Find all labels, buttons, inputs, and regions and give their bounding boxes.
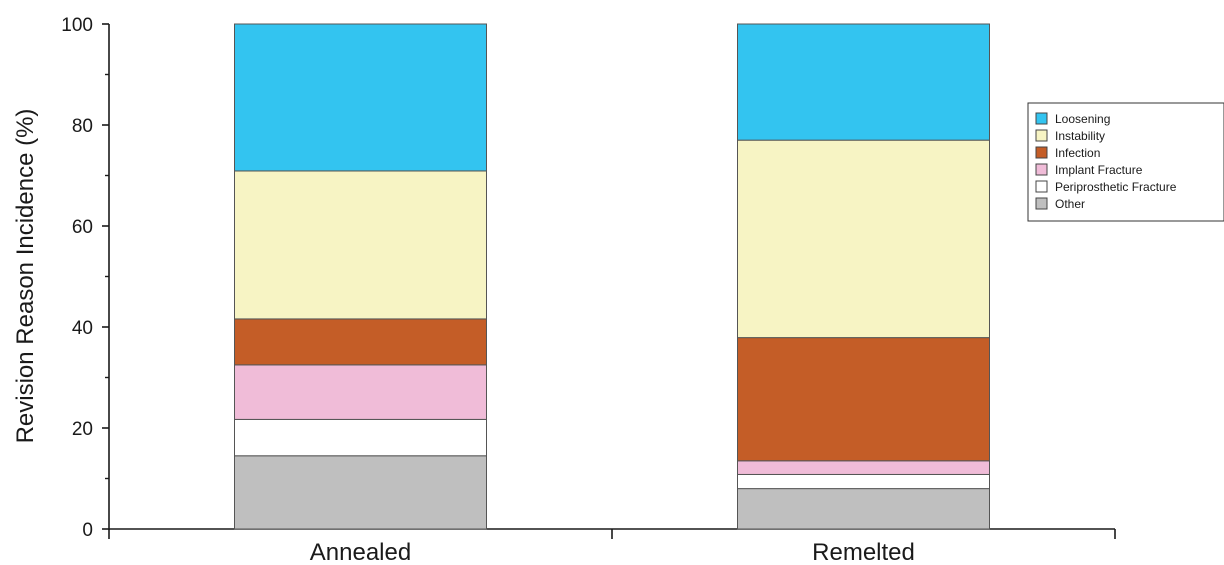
x-category-label: Remelted [812,539,915,565]
legend-swatch [1035,163,1048,176]
y-tick-label: 40 [72,318,93,339]
bar-segment [234,418,487,457]
y-axis-title: Revision Reason Incidence (%) [12,109,39,444]
bar-segment [234,170,487,320]
legend-label: Infection [1055,146,1100,160]
legend-label: Instability [1055,129,1105,143]
bar-segment [737,337,990,462]
legend: Loosening Instability Infection Implant Fra… [1027,102,1224,222]
legend-swatch [1035,146,1048,159]
bars [234,23,990,530]
y-axis: 0 20 40 60 80 100 [61,15,110,541]
bar-segment [737,23,990,141]
bar-segment [234,318,487,366]
y-tick-label: 20 [72,419,93,440]
y-tick-label: 0 [82,520,93,541]
bar-segment [234,23,487,172]
bar-segment [234,455,487,530]
y-tick-label: 60 [72,217,93,238]
legend-swatch [1035,112,1048,125]
x-category-label: Annealed [310,539,411,565]
bar-segment [737,473,990,490]
bar-segment [737,460,990,475]
legend-label: Other [1055,197,1085,211]
legend-swatch [1035,129,1048,142]
legend-label: Loosening [1055,112,1110,126]
legend-label: Periprosthetic Fracture [1055,180,1177,194]
x-axis: Annealed Remelted [108,528,1116,565]
bar-segment [234,364,487,420]
legend-box [1027,102,1224,222]
legend-swatch [1035,197,1048,210]
y-tick-label: 100 [61,15,93,36]
y-tick-label: 80 [72,116,93,137]
bar-segment [737,488,990,530]
legend-swatch [1035,180,1048,193]
bar-segment [737,139,990,339]
legend-label: Implant Fracture [1055,163,1143,177]
